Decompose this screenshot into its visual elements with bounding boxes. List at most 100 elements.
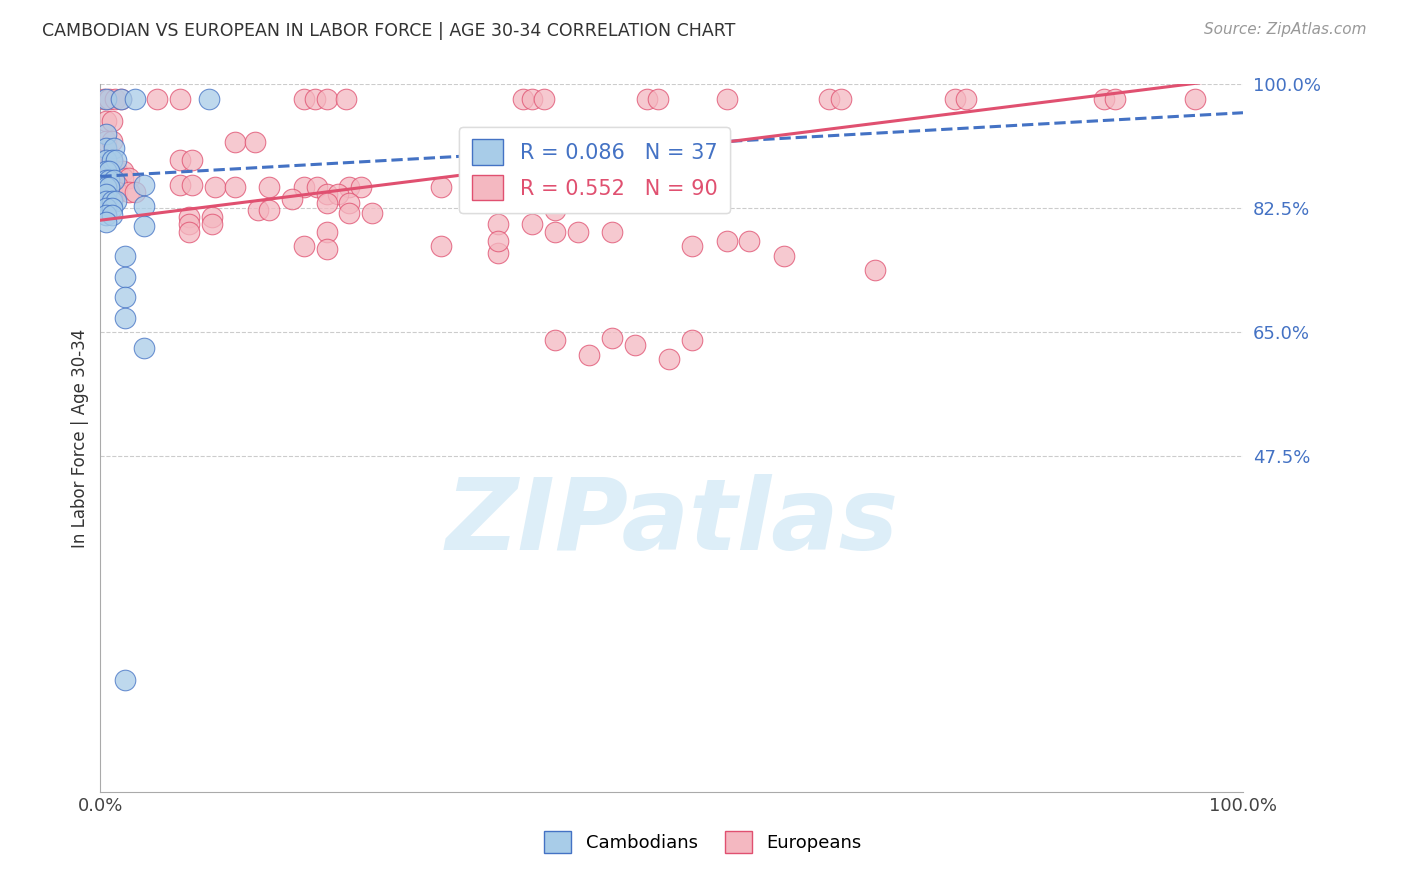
Point	[114, 249, 136, 263]
Point	[94, 192, 117, 206]
Point	[101, 153, 124, 168]
Point	[578, 185, 600, 199]
Point	[567, 225, 589, 239]
Text: Source: ZipAtlas.com: Source: ZipAtlas.com	[1204, 22, 1367, 37]
Point	[533, 92, 555, 106]
Point	[486, 218, 509, 232]
Point	[101, 208, 124, 222]
Point	[315, 196, 337, 211]
Point	[94, 173, 117, 187]
Point	[94, 187, 117, 202]
Point	[522, 92, 544, 106]
Point	[101, 163, 124, 178]
Point	[103, 173, 125, 187]
Point	[292, 238, 315, 252]
Point	[716, 235, 738, 249]
Point	[339, 180, 361, 194]
Text: ZIPatlas: ZIPatlas	[446, 475, 898, 572]
Point	[259, 180, 281, 194]
Point	[107, 185, 129, 199]
Point	[107, 170, 129, 185]
Point	[132, 178, 155, 192]
Point	[315, 242, 337, 256]
Point	[124, 92, 146, 106]
Point	[738, 235, 761, 249]
Point	[772, 249, 794, 263]
Point	[101, 201, 124, 215]
Point	[486, 245, 509, 260]
Point	[339, 206, 361, 220]
Point	[315, 225, 337, 239]
Point	[169, 153, 191, 168]
Point	[647, 92, 669, 106]
Point	[224, 180, 246, 194]
Point	[94, 114, 117, 128]
Point	[179, 211, 201, 225]
Point	[716, 92, 738, 106]
Point	[315, 92, 337, 106]
Point	[112, 170, 135, 185]
Point	[243, 136, 266, 150]
Point	[118, 185, 141, 199]
Point	[101, 170, 124, 185]
Point	[681, 334, 703, 348]
Point	[224, 136, 246, 150]
Point	[98, 180, 121, 194]
Point	[94, 208, 117, 222]
Point	[118, 170, 141, 185]
Point	[101, 185, 124, 199]
Point	[107, 163, 129, 178]
Point	[101, 134, 124, 148]
Point	[114, 310, 136, 325]
Point	[179, 218, 201, 232]
Point	[98, 163, 121, 178]
Point	[94, 194, 117, 208]
Point	[307, 180, 329, 194]
Point	[430, 238, 453, 252]
Point	[110, 92, 132, 106]
Point	[179, 225, 201, 239]
Point	[350, 180, 373, 194]
Point	[292, 92, 315, 106]
Point	[658, 351, 681, 366]
Point	[94, 153, 117, 168]
Point	[486, 235, 509, 249]
Point	[169, 178, 191, 192]
Point	[114, 673, 136, 687]
Point	[132, 199, 155, 213]
Point	[624, 337, 647, 351]
Point	[169, 92, 191, 106]
Point	[544, 334, 567, 348]
Point	[94, 163, 117, 178]
Point	[818, 92, 841, 106]
Legend: Cambodians, Europeans: Cambodians, Europeans	[537, 824, 869, 861]
Point	[101, 192, 124, 206]
Point	[512, 92, 534, 106]
Point	[124, 185, 146, 199]
Text: CAMBODIAN VS EUROPEAN IN LABOR FORCE | AGE 30-34 CORRELATION CHART: CAMBODIAN VS EUROPEAN IN LABOR FORCE | A…	[42, 22, 735, 40]
Point	[1092, 92, 1115, 106]
Point	[101, 153, 124, 168]
Point	[101, 114, 124, 128]
Point	[105, 194, 128, 208]
Point	[180, 153, 202, 168]
Point	[578, 348, 600, 362]
Point	[281, 192, 304, 206]
Point	[315, 187, 337, 202]
Point	[1104, 92, 1126, 106]
Point	[94, 201, 117, 215]
Point	[636, 92, 658, 106]
Point	[292, 180, 315, 194]
Point	[339, 196, 361, 211]
Point	[94, 185, 117, 199]
Point	[247, 203, 270, 218]
Point	[600, 225, 623, 239]
Point	[94, 134, 117, 148]
Point	[114, 269, 136, 284]
Point	[94, 92, 117, 106]
Point	[830, 92, 852, 106]
Point	[430, 180, 453, 194]
Point	[146, 92, 169, 106]
Point	[1184, 92, 1206, 106]
Point	[522, 218, 544, 232]
